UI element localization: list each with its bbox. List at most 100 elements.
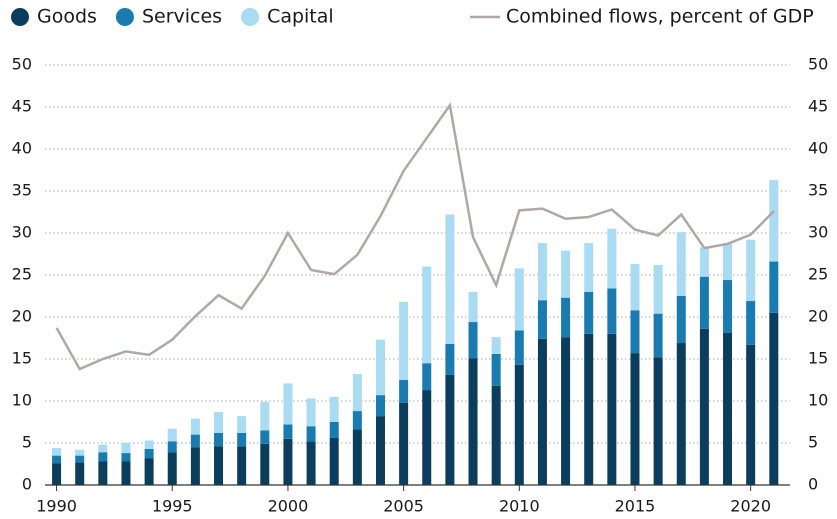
bar-segment (746, 344, 756, 485)
bar-segment (653, 357, 663, 485)
bar-segment (214, 446, 224, 485)
bar-segment (422, 363, 432, 391)
bar-segment (75, 455, 85, 463)
bar-segment (399, 380, 409, 403)
bar-segment (746, 239, 756, 302)
bar-segment (352, 411, 362, 430)
legend-label: Goods (37, 6, 97, 28)
bar-segment (676, 296, 686, 344)
bar-segment (260, 401, 270, 431)
bar-segment (537, 300, 547, 339)
bar-segment (445, 343, 455, 375)
bar-segment (214, 411, 224, 433)
bar-segment (260, 443, 270, 485)
bar-segment (283, 383, 293, 425)
bar-segment (607, 288, 617, 334)
y-tick-label: 15 (12, 349, 32, 368)
bar-segment (584, 243, 594, 292)
bar-segment (561, 337, 571, 485)
x-tick-label: 1995 (152, 497, 193, 516)
legend-swatch (241, 8, 260, 26)
legend-swatch (11, 8, 29, 26)
line (55, 102, 775, 371)
bar-segment (98, 444, 108, 453)
y2-tick-label: 5 (808, 433, 818, 452)
x-tick-label: 1990 (36, 497, 77, 516)
x-tick-label: 2005 (383, 497, 424, 516)
bar-segment (190, 418, 200, 435)
bar-segment (630, 353, 640, 485)
bar-segment (584, 333, 594, 485)
y-tick-label: 45 (12, 97, 32, 116)
bar-segment (399, 402, 409, 485)
y-tick-label: 50 (12, 55, 32, 74)
y2-tick-label: 20 (808, 307, 828, 326)
y2-tick-label: 0 (808, 475, 818, 494)
bar-segment (468, 358, 478, 485)
bar-segment (190, 447, 200, 485)
y2-tick-label: 10 (808, 391, 828, 410)
bar-segment (190, 434, 200, 448)
bar-segment (561, 250, 571, 298)
bar-segment (375, 339, 385, 396)
bar-segment (769, 180, 779, 262)
legend-label: Services (142, 6, 222, 28)
bar-segment (723, 332, 733, 485)
bar-segment (537, 338, 547, 485)
bar-segment (514, 364, 524, 485)
bar-segment (237, 446, 247, 485)
bar-segment (52, 455, 62, 464)
x-tick-label: 2020 (730, 497, 771, 516)
bar-segment (607, 228, 617, 289)
bar-segment (699, 247, 709, 277)
y2-tick-label: 50 (808, 55, 828, 74)
y-tick-label: 35 (12, 181, 32, 200)
bar-segment (75, 462, 85, 485)
bar-segment (676, 343, 686, 485)
bar-segment (167, 428, 177, 442)
bar-segment (121, 453, 131, 462)
y2-tick-label: 15 (808, 349, 828, 368)
bar-segment (561, 297, 571, 338)
bar-segment (214, 432, 224, 447)
bar-segment (514, 268, 524, 331)
bar-segment (144, 458, 154, 485)
bar-segment (584, 291, 594, 334)
bar-segment (144, 448, 154, 459)
bar-segment (306, 426, 316, 442)
bar-segment (306, 398, 316, 427)
bar-segment (491, 385, 501, 485)
bar-segment (352, 429, 362, 485)
bar-segment (491, 353, 501, 386)
bar-segment (52, 463, 62, 485)
x-tick-label: 2010 (499, 497, 540, 516)
bar-segment (329, 396, 339, 422)
bar-segment (630, 310, 640, 354)
bar-segment (445, 214, 455, 344)
y-tick-label: 10 (12, 391, 32, 410)
bar-segment (769, 261, 779, 313)
bar-segment (445, 374, 455, 485)
y-tick-label: 40 (12, 139, 32, 158)
bar-segment (607, 333, 617, 485)
bar-segment (375, 416, 385, 485)
bar-segment (121, 461, 131, 485)
bar-segment (98, 461, 108, 485)
bar-segment (283, 438, 293, 485)
y2-tick-label: 35 (808, 181, 828, 200)
bar-segment (653, 264, 663, 314)
bar-segment (237, 432, 247, 447)
bar-segment (352, 374, 362, 412)
bar-segment (514, 330, 524, 365)
bar-segment (537, 243, 547, 301)
bar-segment (98, 452, 108, 462)
bar-segment (121, 443, 131, 454)
bar-segment (468, 291, 478, 323)
bar-segment (422, 266, 432, 364)
bar-segment (167, 441, 177, 453)
bar-segment (329, 422, 339, 438)
bar-segment (653, 313, 663, 358)
bar-segment (491, 337, 501, 354)
bar-segment (699, 276, 709, 329)
